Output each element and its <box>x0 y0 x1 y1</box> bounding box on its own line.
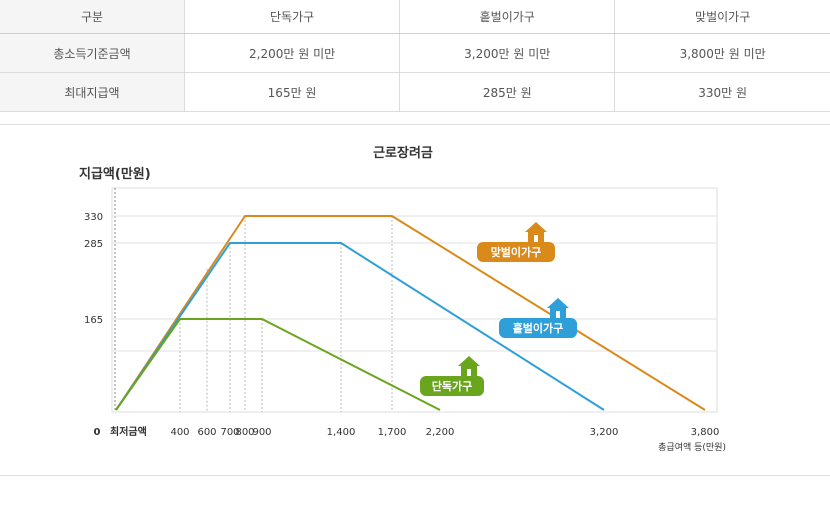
x-tick-label: 800 <box>235 427 254 438</box>
series-label-text: 홑벌이가구 <box>513 321 564 335</box>
series-label: 맞벌이가구 <box>477 222 555 262</box>
y-tick-label: 330 <box>84 212 103 223</box>
series-label-badge <box>477 242 555 262</box>
house-door <box>467 369 471 376</box>
y-axis-title: 지급액(만원) <box>79 166 151 182</box>
table-row: 총소득기준금액 2,200만 원 미만 3,200만 원 미만 3,800만 원… <box>0 33 830 73</box>
x-tick-label: 3,200 <box>590 427 619 438</box>
series-line <box>115 215 706 411</box>
house-icon <box>547 298 569 318</box>
x-tick-label: 400 <box>170 427 189 438</box>
x-axis-title: 총급여액 등(만원) <box>658 441 726 453</box>
x-origin-min-amount: 최저금액 <box>110 425 147 438</box>
table-cell: 285만 원 <box>399 72 616 112</box>
chart-title: 근로장려금 <box>373 145 433 161</box>
house-roof <box>458 356 480 366</box>
house-roof <box>547 298 569 308</box>
series-label: 단독가구 <box>420 356 484 396</box>
drop-lines-layer <box>179 216 393 412</box>
benefit-table: 구분 단독가구 홑벌이가구 맞벌이가구 총소득기준금액 2,200만 원 미만 … <box>0 0 830 112</box>
grid-layer <box>112 215 717 352</box>
house-door <box>534 235 538 242</box>
table-cell: 2,200만 원 미만 <box>184 33 401 73</box>
series-label-text: 단독가구 <box>432 379 472 393</box>
chart-panel <box>0 124 830 476</box>
header-single: 단독가구 <box>184 0 401 34</box>
x-tick-label: 900 <box>252 427 271 438</box>
header-category: 구분 <box>0 0 185 34</box>
table-cell: 3,800만 원 미만 <box>614 33 830 73</box>
table-header-row: 구분 단독가구 홑벌이가구 맞벌이가구 <box>0 0 830 34</box>
house-icon <box>458 356 480 376</box>
house-icon <box>525 222 547 242</box>
x-tick-label: 3,800 <box>691 427 720 438</box>
x-origin-zero: 0 <box>94 427 101 438</box>
x-tick-label: 1,700 <box>378 427 407 438</box>
header-dual-earner: 맞벌이가구 <box>614 0 830 34</box>
series-line <box>115 318 441 411</box>
house-roof <box>525 222 547 232</box>
table-cell: 330만 원 <box>614 72 830 112</box>
y-tick-labels: 165 285 330 <box>84 212 103 326</box>
row-label-income-threshold: 총소득기준금액 <box>0 33 185 73</box>
y-tick-label: 285 <box>84 239 103 250</box>
table-cell: 3,200만 원 미만 <box>399 33 616 73</box>
house-door <box>556 311 560 318</box>
y-tick-label: 165 <box>84 315 103 326</box>
table-cell: 165만 원 <box>184 72 401 112</box>
x-tick-label: 1,400 <box>327 427 356 438</box>
header-single-earner: 홑벌이가구 <box>399 0 616 34</box>
series-label-badge <box>499 318 577 338</box>
table-row: 최대지급액 165만 원 285만 원 330만 원 <box>0 72 830 112</box>
x-tick-label: 2,200 <box>426 427 455 438</box>
plot-area <box>111 187 718 413</box>
x-tick-label: 700 <box>220 427 239 438</box>
series-layer <box>115 215 706 411</box>
series-line <box>115 242 605 411</box>
series-label-text: 맞벌이가구 <box>491 245 542 259</box>
row-label-max-payment: 최대지급액 <box>0 72 185 112</box>
x-tick-label: 600 <box>197 427 216 438</box>
series-label-badge <box>420 376 484 396</box>
series-label: 홑벌이가구 <box>499 298 577 338</box>
